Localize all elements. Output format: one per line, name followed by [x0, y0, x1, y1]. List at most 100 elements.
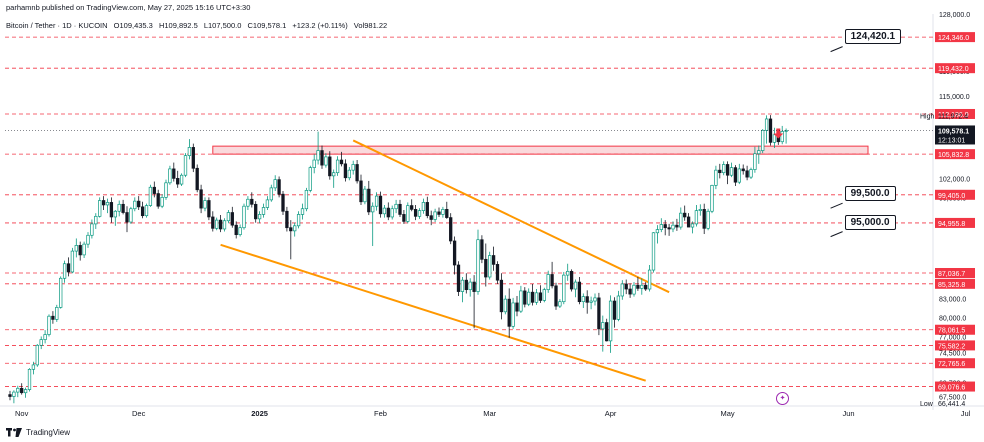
- candle-body: [491, 255, 496, 265]
- candle-body: [23, 389, 28, 394]
- y-tick-label: 80,000.0: [939, 315, 966, 322]
- candle-body: [612, 300, 617, 320]
- candle-body: [694, 210, 699, 225]
- x-tick-label: Mar: [483, 409, 496, 418]
- candle-body: [659, 224, 663, 230]
- x-tick-label: Apr: [605, 409, 617, 418]
- level-label: 75,582.2: [938, 343, 965, 350]
- candle-body: [277, 179, 281, 195]
- y-tick-label: 67,500.0: [939, 395, 966, 402]
- candle-body: [199, 189, 203, 209]
- candle-body: [761, 129, 765, 151]
- high-label: 111,972.4: [938, 113, 968, 120]
- candle-body: [121, 203, 125, 213]
- candle-body: [308, 167, 312, 191]
- candle-body: [542, 289, 546, 301]
- level-label-bg: [935, 217, 975, 228]
- candle-body: [62, 263, 67, 279]
- candle-body: [94, 215, 98, 225]
- candle-body: [261, 207, 266, 215]
- candle-body: [125, 212, 129, 223]
- y-tick-label: 83,000.0: [939, 297, 966, 304]
- level-label: 99,405.0: [938, 193, 965, 200]
- candle-body: [569, 270, 574, 290]
- candle-body: [655, 229, 660, 234]
- candle-body: [203, 200, 207, 209]
- candle-body: [445, 209, 449, 218]
- level-label-bg: [935, 63, 975, 74]
- candle-body: [722, 164, 726, 174]
- candle-body: [402, 214, 406, 222]
- candle-body: [515, 302, 519, 312]
- candle-body: [530, 291, 535, 303]
- level-label: 87,036.7: [938, 271, 965, 278]
- candle-body: [593, 297, 597, 302]
- candle-body: [86, 234, 90, 245]
- level-label-bg: [935, 267, 975, 278]
- candle-body: [484, 258, 488, 278]
- candle-body: [230, 212, 234, 226]
- candle-body: [698, 209, 702, 211]
- candle-body: [710, 184, 714, 212]
- candle-body: [589, 300, 593, 303]
- event-icon[interactable]: ✦: [776, 392, 789, 405]
- candle-body: [78, 245, 82, 256]
- candle-body: [601, 322, 605, 330]
- candle-body: [374, 195, 379, 207]
- candle-body: [550, 274, 554, 287]
- candle-body: [218, 219, 223, 230]
- x-tick-label: Dec: [132, 409, 146, 418]
- candle-body: [300, 208, 305, 215]
- current-price-label: 109,578.1: [938, 128, 969, 135]
- candle-body: [269, 187, 273, 201]
- published-header: parhamnb published on TradingView.com, M…: [6, 3, 251, 12]
- candle-body: [347, 169, 351, 179]
- candle-body: [207, 200, 211, 218]
- level-label-bg: [935, 108, 975, 119]
- candle-body: [363, 188, 367, 203]
- candle-body: [441, 209, 445, 215]
- candle-body: [597, 297, 601, 330]
- candle-body: [702, 209, 706, 229]
- candle-body: [246, 198, 250, 207]
- candle-body: [140, 206, 145, 217]
- candle-body: [398, 203, 402, 215]
- candle-body: [679, 212, 683, 228]
- level-label: 72,765.6: [938, 361, 965, 368]
- candle-body: [47, 315, 51, 335]
- level-label-bg: [935, 278, 975, 289]
- candle-body: [281, 193, 285, 212]
- low-tag: Low: [920, 401, 934, 408]
- candle-body: [460, 279, 465, 292]
- candle-body: [499, 279, 504, 313]
- candle-body: [316, 150, 320, 161]
- legend-change: +123.2 (+0.11%): [292, 21, 348, 30]
- candle-body: [152, 186, 156, 194]
- candle-body: [8, 394, 12, 397]
- candle-body: [425, 202, 429, 217]
- candle-body: [394, 203, 398, 210]
- candle-body: [764, 118, 769, 131]
- candle-body: [671, 224, 675, 230]
- level-label: 105,832.8: [938, 152, 969, 159]
- level-label: 94,955.8: [938, 221, 965, 228]
- candle-body: [234, 224, 238, 236]
- legend-symbol[interactable]: Bitcoin / Tether · 1D · KUCOIN: [6, 21, 108, 30]
- callout-pointer: [830, 231, 843, 238]
- level-label-bg: [935, 189, 975, 200]
- candle-body: [725, 164, 730, 176]
- footer: TradingView: [6, 428, 70, 437]
- candle-body: [74, 245, 78, 252]
- candle-body: [651, 232, 656, 271]
- candle-body: [686, 216, 691, 228]
- y-tick-label: 115,000.0: [939, 94, 970, 101]
- candle-body: [172, 168, 176, 179]
- candle-body: [195, 167, 199, 191]
- candle-body: [20, 387, 24, 394]
- tradingview-logo-icon[interactable]: [6, 428, 22, 437]
- candle-body: [737, 168, 741, 183]
- level-label: 85,325.8: [938, 282, 965, 289]
- candle-body: [242, 205, 246, 229]
- candle-body: [608, 300, 613, 342]
